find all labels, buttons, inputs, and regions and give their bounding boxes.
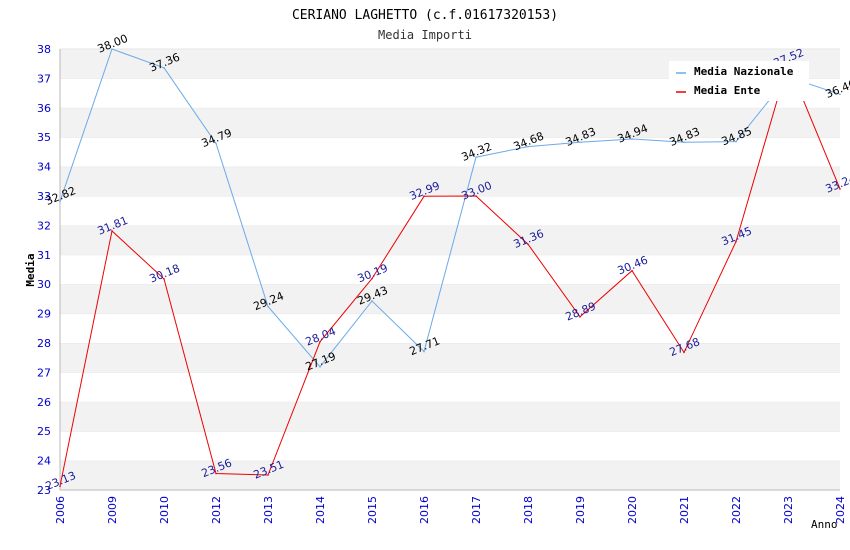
x-tick-label: 2020 <box>626 496 639 524</box>
x-tick-labels: 2006 2009 2010 2012 2013 2014 2015 2016 2017 2018… <box>54 496 847 524</box>
data-point <box>579 316 581 318</box>
data-point <box>371 277 373 280</box>
y-axis-label: Media <box>24 253 37 286</box>
data-point <box>371 300 373 302</box>
data-point <box>631 269 633 272</box>
x-tick-label: 2012 <box>210 496 223 524</box>
axes <box>59 49 840 491</box>
x-tick-label: 2018 <box>522 496 535 524</box>
data-point <box>423 195 425 198</box>
x-tick-label: 2006 <box>54 496 67 524</box>
data-point <box>319 341 321 343</box>
y-tick-label: 31 <box>37 249 51 262</box>
data-point <box>267 305 269 308</box>
grid-band <box>60 431 840 461</box>
y-tick-label: 32 <box>37 219 51 232</box>
y-tick-label: 37 <box>37 72 51 85</box>
data-point <box>267 474 269 476</box>
data-point <box>111 48 113 50</box>
grid-band <box>60 372 840 402</box>
chart-subtitle: Media Importi <box>378 28 472 42</box>
data-point <box>527 243 529 246</box>
data-point <box>683 141 685 143</box>
grid-band <box>60 254 840 285</box>
x-tick-label: 2021 <box>678 496 691 524</box>
data-point <box>735 140 737 143</box>
x-tick-label: 2016 <box>418 496 431 524</box>
x-tick-label: 2017 <box>470 496 483 524</box>
legend-box <box>669 61 809 101</box>
chart-title: CERIANO LAGHETTO (c.f.01617320153) <box>292 8 558 23</box>
y-tick-label: 34 <box>37 161 51 174</box>
y-tick-label: 28 <box>37 337 51 350</box>
legend: Media Nazionale Media Ente <box>669 61 809 101</box>
y-tick-label: 27 <box>37 366 51 379</box>
data-point <box>475 195 477 197</box>
y-tick-label: 25 <box>37 425 51 438</box>
data-point <box>527 145 529 148</box>
data-point <box>839 188 841 190</box>
y-tick-label: 38 <box>37 43 51 56</box>
series-line-media-ente <box>59 61 841 487</box>
grid-band <box>60 107 840 138</box>
grid-band <box>60 225 840 255</box>
data-point <box>59 200 61 203</box>
data-point <box>59 485 61 487</box>
y-tick-label: 24 <box>37 455 51 468</box>
x-tick-label: 2013 <box>262 496 275 524</box>
data-point <box>839 93 841 96</box>
y-tick-label: 29 <box>37 308 51 321</box>
data-point <box>423 350 425 353</box>
grid-bands <box>60 48 840 490</box>
x-tick-label: 2010 <box>158 496 171 524</box>
legend-label-ente: Media Ente <box>694 84 761 97</box>
x-tick-label: 2023 <box>782 496 795 524</box>
data-point <box>163 278 165 280</box>
series-line-media-nazionale <box>59 48 841 368</box>
grid-band <box>60 166 840 196</box>
grid-band <box>60 343 840 373</box>
data-point <box>475 156 477 158</box>
x-axis-label: Anno <box>811 518 838 531</box>
x-tick-label: 2009 <box>106 496 119 524</box>
y-tick-label: 35 <box>37 131 51 144</box>
x-tick-label: 2024 <box>834 496 847 524</box>
x-tick-label: 2015 <box>366 496 379 524</box>
y-tick-labels: 23 24 25 26 27 28 29 30 31 32 33 34 35 36 37 38 <box>37 43 51 497</box>
legend-label-nazionale: Media Nazionale <box>694 65 794 78</box>
data-point <box>111 230 113 232</box>
data-point <box>579 141 581 143</box>
data-point <box>735 240 737 243</box>
y-tick-label: 26 <box>37 396 51 409</box>
x-tick-label: 2014 <box>314 496 327 524</box>
data-point <box>215 142 217 145</box>
y-tick-label: 33 <box>37 190 51 203</box>
x-tick-label: 2019 <box>574 496 587 524</box>
data-point <box>631 138 633 140</box>
grid-band <box>60 284 840 314</box>
x-tick-label: 2022 <box>730 496 743 524</box>
grid-band <box>60 401 840 432</box>
grid-band <box>60 313 840 343</box>
data-point <box>319 366 321 368</box>
data-point <box>683 351 685 354</box>
grid-band <box>60 196 840 226</box>
data-point <box>163 67 165 69</box>
y-tick-label: 30 <box>37 278 51 291</box>
y-tick-label: 36 <box>37 102 51 115</box>
data-point <box>215 472 217 475</box>
grid-band <box>60 460 840 490</box>
y-tick-label: 23 <box>37 484 51 497</box>
